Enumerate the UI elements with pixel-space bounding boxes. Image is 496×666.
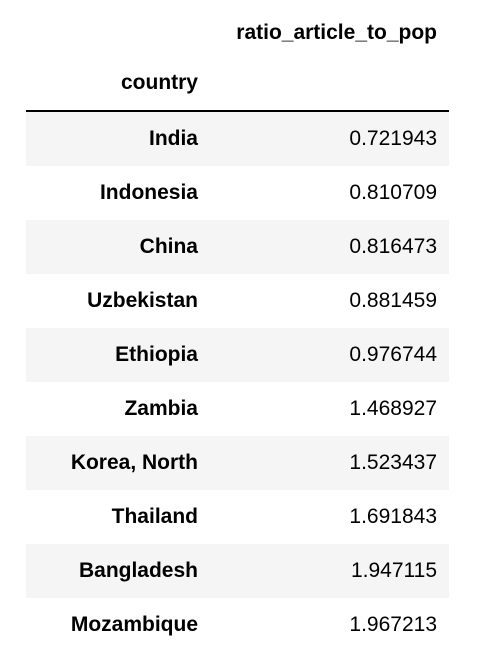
table-row: Bangladesh 1.947115 (26, 544, 449, 598)
row-ratio-value: 1.468927 (210, 382, 449, 436)
row-ratio-value: 0.881459 (210, 274, 449, 328)
row-country: India (26, 111, 210, 166)
row-country: Mozambique (26, 598, 210, 652)
row-country: China (26, 220, 210, 274)
row-ratio-value: 1.691843 (210, 490, 449, 544)
index-name-blank (210, 55, 449, 111)
table-row: India 0.721943 (26, 111, 449, 166)
row-ratio-value: 1.523437 (210, 436, 449, 490)
table-row: Ethiopia 0.976744 (26, 328, 449, 382)
row-country: Ethiopia (26, 328, 210, 382)
index-header-blank (26, 10, 210, 55)
table-row: Korea, North 1.523437 (26, 436, 449, 490)
dataframe-table: ratio_article_to_pop country India 0.721… (26, 10, 449, 652)
row-ratio-value: 1.947115 (210, 544, 449, 598)
table-row: Zambia 1.468927 (26, 382, 449, 436)
row-country: Bangladesh (26, 544, 210, 598)
row-country: Korea, North (26, 436, 210, 490)
table-body: India 0.721943 Indonesia 0.810709 China … (26, 111, 449, 652)
column-header-row: ratio_article_to_pop (26, 10, 449, 55)
row-country: Uzbekistan (26, 274, 210, 328)
index-name-label: country (26, 55, 210, 111)
row-ratio-value: 0.816473 (210, 220, 449, 274)
row-ratio-value: 0.810709 (210, 166, 449, 220)
row-ratio-value: 0.721943 (210, 111, 449, 166)
column-header-ratio: ratio_article_to_pop (210, 10, 449, 55)
table-row: Thailand 1.691843 (26, 490, 449, 544)
row-country: Thailand (26, 490, 210, 544)
row-country: Zambia (26, 382, 210, 436)
index-name-row: country (26, 55, 449, 111)
row-ratio-value: 1.967213 (210, 598, 449, 652)
table-row: Mozambique 1.967213 (26, 598, 449, 652)
row-ratio-value: 0.976744 (210, 328, 449, 382)
table-row: Indonesia 0.810709 (26, 166, 449, 220)
row-country: Indonesia (26, 166, 210, 220)
table-header: ratio_article_to_pop country (26, 10, 449, 111)
table-row: China 0.816473 (26, 220, 449, 274)
table-row: Uzbekistan 0.881459 (26, 274, 449, 328)
